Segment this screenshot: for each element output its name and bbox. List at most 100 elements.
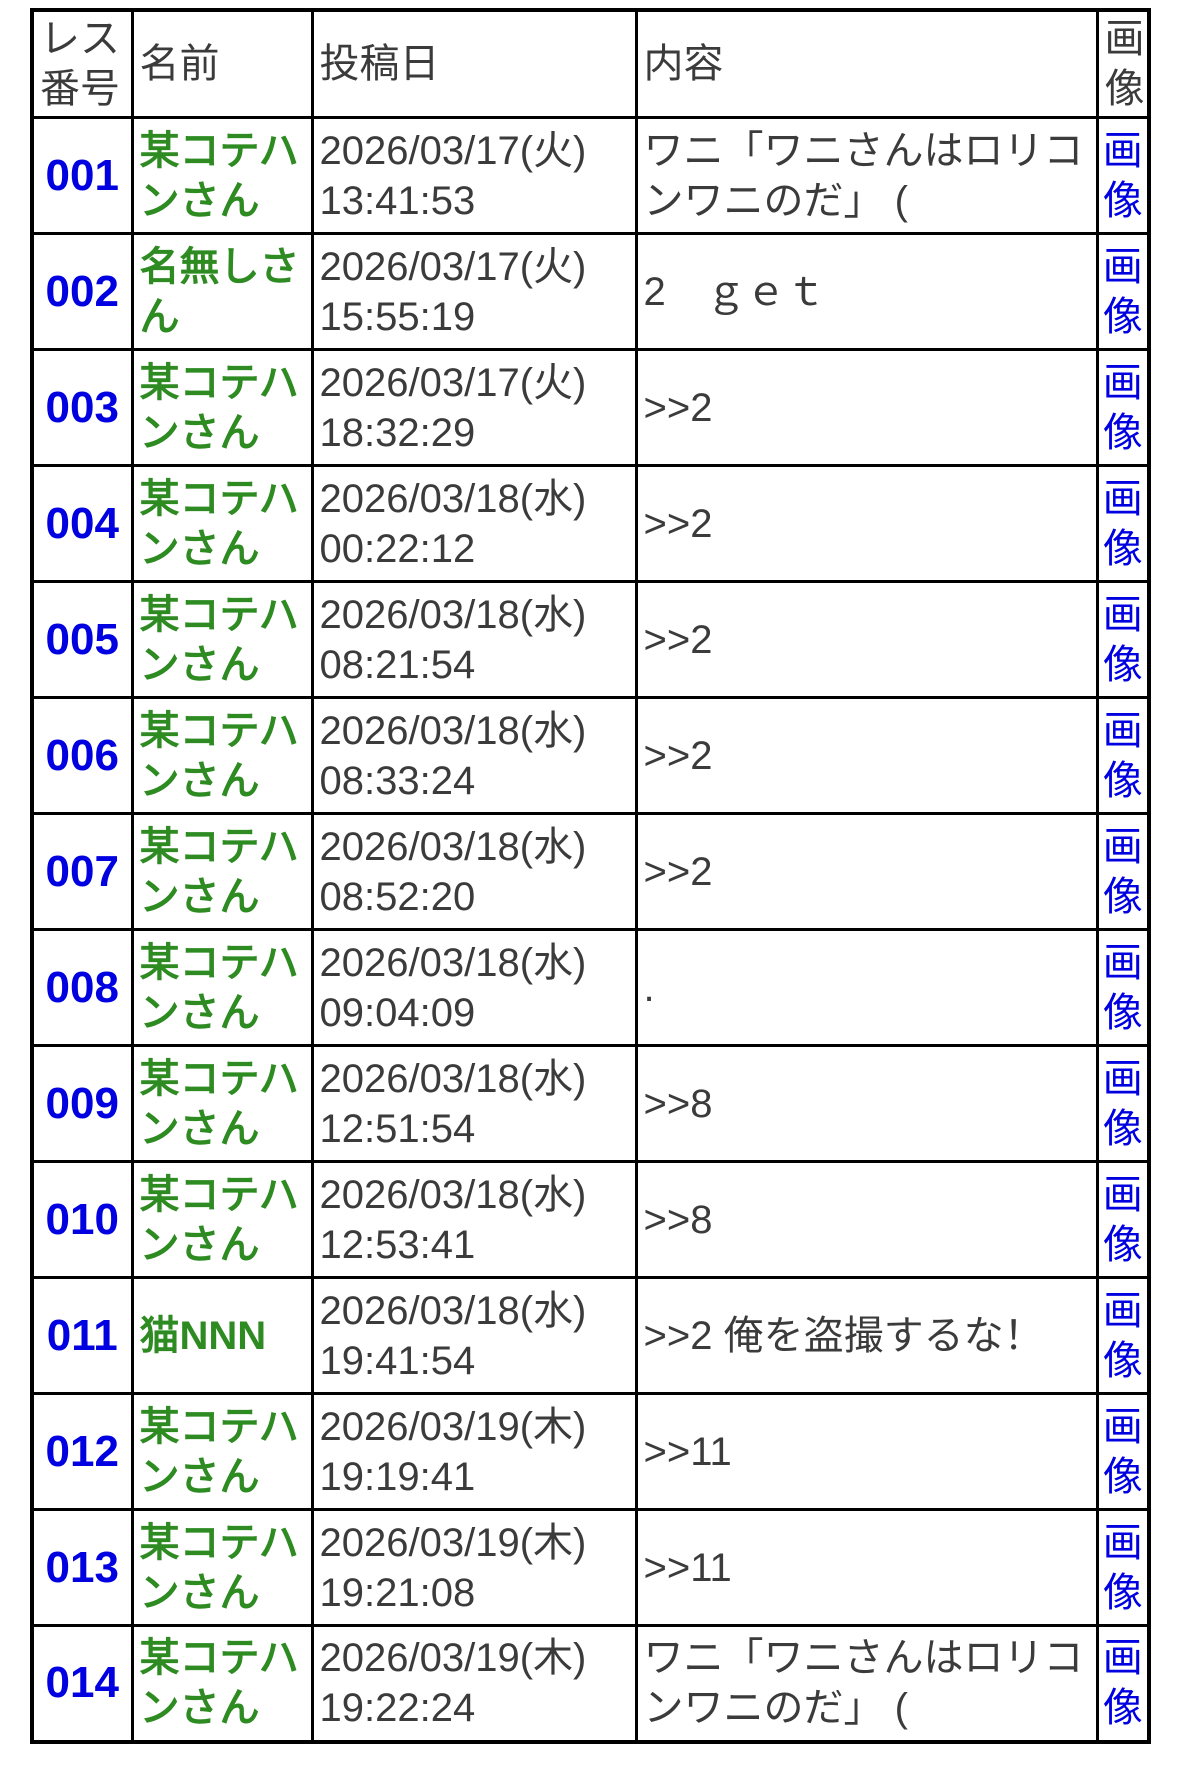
image-cell: 画像 [1095,1276,1151,1395]
res-number-link[interactable]: 003 [30,348,134,467]
poster-name: 某コテハンさん [130,1508,314,1627]
poster-name: 名無しさん [130,232,314,351]
res-number-link[interactable]: 008 [30,928,134,1047]
post-datetime: 2026/03/19(木) 19:19:41 [310,1392,638,1511]
bbs-thread-table-wrap: レス番号 名前 投稿日 内容 画像 001 某コテハンさん 2026/03/17… [30,8,1179,1744]
table-row: 008 某コテハンさん 2026/03/18(水) 09:04:09 . 画像 [30,928,1151,1047]
res-number-link[interactable]: 013 [30,1508,134,1627]
post-time: 08:52:20 [319,874,476,919]
image-cell: 画像 [1095,1624,1151,1743]
post-date: 2026/03/18(水) [319,708,587,753]
res-number-link[interactable]: 005 [30,580,134,699]
res-number-link[interactable]: 004 [30,464,134,583]
poster-name: 某コテハンさん [130,580,314,699]
res-number-link[interactable]: 006 [30,696,134,815]
header-row: レス番号 名前 投稿日 内容 画像 [30,8,1151,119]
poster-name: 某コテハンさん [130,464,314,583]
table-row: 002 名無しさん 2026/03/17(火) 15:55:19 2 ｇｅｔ 画像 [30,232,1151,351]
post-time: 19:22:24 [319,1686,476,1731]
image-cell: 画像 [1095,1392,1151,1511]
post-datetime: 2026/03/18(水) 00:22:12 [310,464,638,583]
column-header-content: 内容 [634,8,1099,119]
post-date: 2026/03/18(水) [319,940,587,985]
image-link[interactable]: 画像 [1102,360,1143,455]
table-row: 005 某コテハンさん 2026/03/18(水) 08:21:54 >>2 画像 [30,580,1151,699]
image-cell: 画像 [1095,580,1151,699]
image-link[interactable]: 画像 [1102,476,1143,571]
poster-name: 某コテハンさん [130,348,314,467]
res-number-link[interactable]: 007 [30,812,134,931]
post-time: 15:55:19 [319,294,476,339]
table-row: 010 某コテハンさん 2026/03/18(水) 12:53:41 >>8 画像 [30,1160,1151,1279]
table-row: 006 某コテハンさん 2026/03/18(水) 08:33:24 >>2 画像 [30,696,1151,815]
post-time: 19:19:41 [319,1454,476,1499]
image-link[interactable]: 画像 [1102,592,1143,687]
post-date: 2026/03/19(木) [319,1404,587,1449]
post-time: 12:53:41 [319,1222,476,1267]
post-date: 2026/03/18(水) [319,824,587,869]
table-row: 013 某コテハンさん 2026/03/19(木) 19:21:08 >>11 画… [30,1508,1151,1627]
res-number-link[interactable]: 009 [30,1044,134,1163]
image-cell: 画像 [1095,348,1151,467]
post-content: 2 ｇｅｔ [634,232,1099,351]
poster-name: 某コテハンさん [130,1624,314,1743]
post-datetime: 2026/03/18(水) 19:41:54 [310,1276,638,1395]
poster-name: 某コテハンさん [130,1044,314,1163]
image-link[interactable]: 画像 [1102,708,1143,803]
column-header-name: 名前 [130,8,314,119]
post-time: 19:21:08 [319,1570,476,1615]
post-content: >>2 [634,580,1099,699]
res-number-link[interactable]: 012 [30,1392,134,1511]
post-time: 19:41:54 [319,1338,476,1383]
column-header-date: 投稿日 [310,8,638,119]
image-link[interactable]: 画像 [1102,1172,1143,1267]
post-time: 18:32:29 [319,410,476,455]
poster-name: 某コテハンさん [130,116,314,235]
res-number-link[interactable]: 001 [30,116,134,235]
poster-name: 某コテハンさん [130,1160,314,1279]
post-content: >>8 [634,1160,1099,1279]
post-time: 08:21:54 [319,642,476,687]
image-link[interactable]: 画像 [1102,1404,1143,1499]
post-content: >>11 [634,1392,1099,1511]
post-content: >>11 [634,1508,1099,1627]
image-cell: 画像 [1095,232,1151,351]
image-link[interactable]: 画像 [1102,244,1143,339]
poster-name: 猫NNN [130,1276,314,1395]
image-link[interactable]: 画像 [1102,1056,1143,1151]
bbs-thread-table: レス番号 名前 投稿日 内容 画像 001 某コテハンさん 2026/03/17… [30,8,1151,1744]
table-row: 009 某コテハンさん 2026/03/18(水) 12:51:54 >>8 画像 [30,1044,1151,1163]
post-datetime: 2026/03/19(木) 19:22:24 [310,1624,638,1743]
post-datetime: 2026/03/18(水) 12:51:54 [310,1044,638,1163]
res-number-link[interactable]: 011 [30,1276,134,1395]
post-content: >>2 [634,696,1099,815]
post-date: 2026/03/19(木) [319,1520,587,1565]
post-content: ワニ「ワニさんはロリコンワニのだ」 ( [634,116,1099,235]
table-row: 014 某コテハンさん 2026/03/19(木) 19:22:24 ワニ「ワニさ… [30,1624,1151,1743]
image-link[interactable]: 画像 [1102,1288,1143,1383]
column-header-res-no: レス番号 [30,8,134,119]
image-link[interactable]: 画像 [1102,128,1143,223]
post-content: >>2 俺を盗撮するな！ [634,1276,1099,1395]
table-row: 001 某コテハンさん 2026/03/17(火) 13:41:53 ワニ「ワニさ… [30,116,1151,235]
res-number-link[interactable]: 002 [30,232,134,351]
post-content: . [634,928,1099,1047]
table-row: 012 某コテハンさん 2026/03/19(木) 19:19:41 >>11 画… [30,1392,1151,1511]
image-cell: 画像 [1095,116,1151,235]
post-datetime: 2026/03/18(水) 08:52:20 [310,812,638,931]
post-content: >>2 [634,464,1099,583]
res-number-link[interactable]: 010 [30,1160,134,1279]
column-header-image: 画像 [1095,8,1151,119]
image-link[interactable]: 画像 [1102,940,1143,1035]
post-content: >>2 [634,348,1099,467]
image-cell: 画像 [1095,1044,1151,1163]
image-cell: 画像 [1095,1508,1151,1627]
image-link[interactable]: 画像 [1102,1636,1143,1731]
image-link[interactable]: 画像 [1102,1520,1143,1615]
res-number-link[interactable]: 014 [30,1624,134,1743]
post-datetime: 2026/03/18(水) 08:33:24 [310,696,638,815]
post-date: 2026/03/17(火) [319,128,587,173]
post-datetime: 2026/03/18(水) 12:53:41 [310,1160,638,1279]
post-date: 2026/03/17(火) [319,244,587,289]
image-link[interactable]: 画像 [1102,824,1143,919]
